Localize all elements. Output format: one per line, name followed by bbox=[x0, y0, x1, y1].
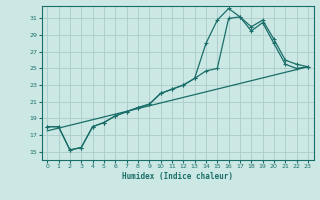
X-axis label: Humidex (Indice chaleur): Humidex (Indice chaleur) bbox=[122, 172, 233, 181]
